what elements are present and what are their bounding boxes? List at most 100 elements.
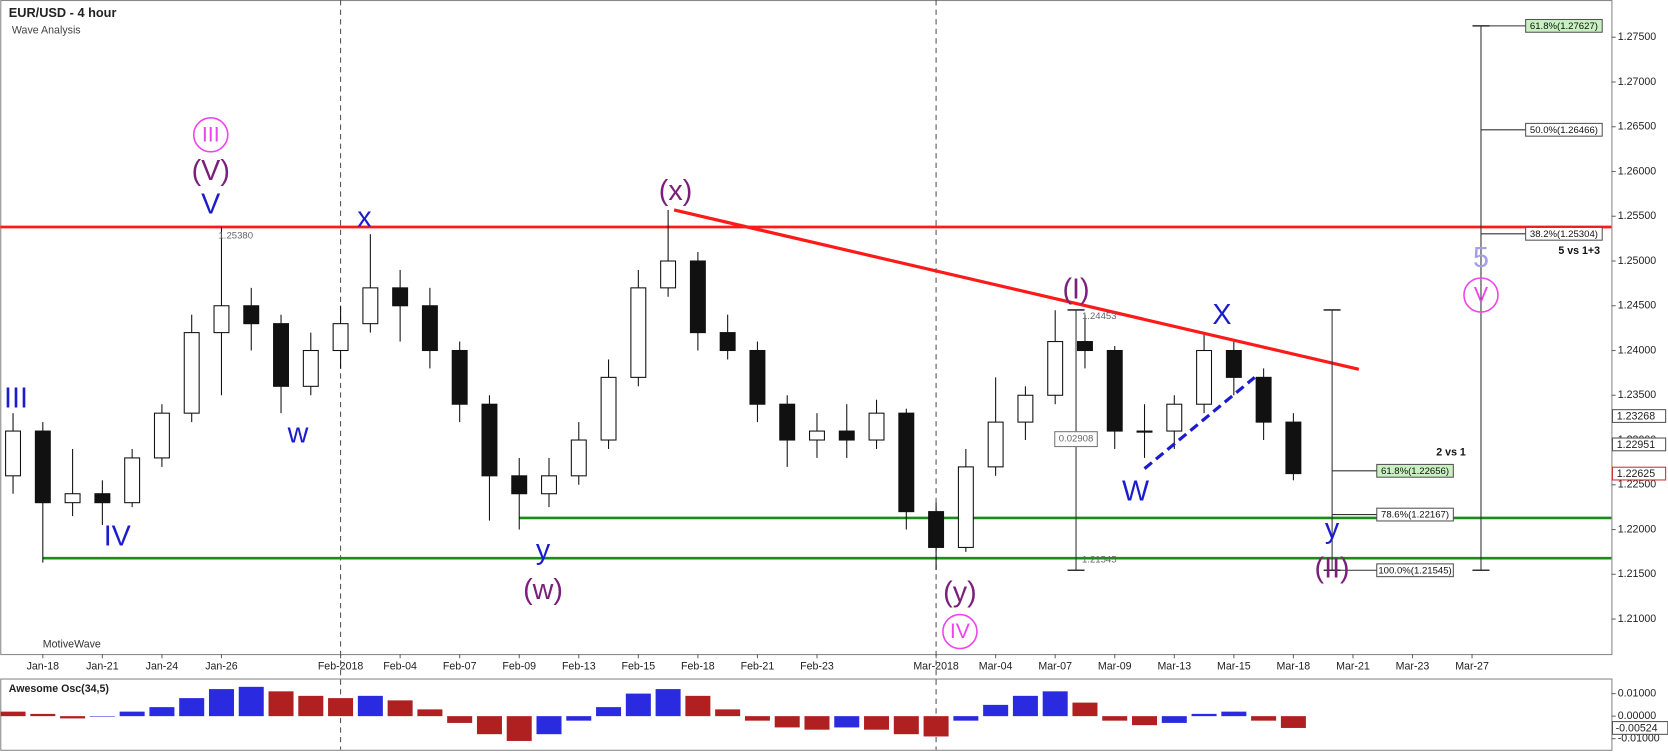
candle-body xyxy=(1225,349,1242,378)
osc-bar xyxy=(953,716,979,721)
wave-label: y xyxy=(1325,513,1340,545)
osc-bar xyxy=(119,711,145,717)
candle-body xyxy=(183,332,200,414)
x-tick-label: Mar-27 xyxy=(1455,661,1489,673)
wave-label: X xyxy=(1212,299,1231,331)
osc-bar xyxy=(208,689,234,717)
wave-label: (II) xyxy=(1315,553,1350,585)
price-tag xyxy=(1611,437,1667,452)
candle-body xyxy=(838,430,855,441)
y-tick-label: 1.26500 xyxy=(1618,121,1656,133)
y-tick-label: 1.26000 xyxy=(1618,165,1656,177)
candle-body xyxy=(868,412,885,441)
wave-label: (w) xyxy=(523,574,563,606)
osc-bar xyxy=(1012,695,1038,717)
candle-body xyxy=(1017,394,1034,423)
watermark: MotiveWave xyxy=(43,638,101,650)
candle-body xyxy=(94,493,111,504)
fib-box xyxy=(1525,226,1603,241)
note: 5 vs 1+3 xyxy=(1558,245,1600,257)
trend-line xyxy=(1143,376,1256,470)
candle-body xyxy=(5,430,22,477)
osc-bar xyxy=(387,700,413,717)
osc-bar xyxy=(328,698,354,717)
osc-bar xyxy=(1042,691,1068,717)
wave-label: III xyxy=(202,122,220,146)
candle-body xyxy=(898,412,915,513)
wave-label: (V) xyxy=(192,155,230,187)
y-tick-label: 1.24000 xyxy=(1618,344,1656,356)
x-tick-label: Feb-13 xyxy=(562,661,596,673)
y-tick-label: 1.24500 xyxy=(1618,300,1656,312)
osc-bar xyxy=(298,695,324,717)
candle-body xyxy=(928,511,945,548)
osc-bar xyxy=(834,716,860,728)
osc-bar xyxy=(179,698,205,717)
fib-box xyxy=(1376,463,1454,478)
x-tick-label: Feb-09 xyxy=(502,661,536,673)
osc-bar xyxy=(357,695,383,717)
candle-body xyxy=(451,349,468,405)
x-tick-label: Mar-13 xyxy=(1157,661,1191,673)
osc-bar xyxy=(685,695,711,717)
osc-bar xyxy=(715,709,741,717)
osc-bar xyxy=(804,716,830,730)
wave-circle xyxy=(192,116,229,153)
wave-label: V xyxy=(1474,283,1489,307)
x-tick-label: Feb-2018 xyxy=(318,661,364,673)
wave-label: IV xyxy=(104,520,132,552)
osc-bar xyxy=(596,707,622,717)
x-tick-label: Mar-2018 xyxy=(913,661,959,673)
osc-bar xyxy=(447,716,473,723)
x-tick-label: Feb-21 xyxy=(741,661,775,673)
osc-tag-label: -0.00524 xyxy=(1616,722,1658,734)
candle-body xyxy=(124,457,141,504)
x-tick-label: Mar-09 xyxy=(1098,661,1132,673)
osc-bar xyxy=(923,716,949,737)
x-tick-label: Mar-18 xyxy=(1277,661,1311,673)
osc-bar xyxy=(149,707,175,717)
candle-body xyxy=(1076,341,1093,352)
candle-body xyxy=(1255,376,1272,423)
y-tick-label: 1.27000 xyxy=(1618,76,1656,88)
osc-tick-label: -0.01000 xyxy=(1618,733,1660,745)
osc-bar xyxy=(625,693,651,717)
candle-body xyxy=(511,475,528,495)
wave-label: (x) xyxy=(659,175,692,207)
osc-bar xyxy=(30,713,56,717)
plot-frame xyxy=(0,0,1613,656)
osc-bar xyxy=(0,711,26,717)
candle-body xyxy=(987,421,1004,468)
x-tick-label: Feb-04 xyxy=(383,661,417,673)
osc-bar xyxy=(1132,716,1158,726)
osc-bar xyxy=(536,716,562,735)
wave-label: (I) xyxy=(1062,273,1089,305)
osc-bar xyxy=(864,716,890,730)
x-tick-label: Mar-23 xyxy=(1396,661,1430,673)
candle-body xyxy=(1285,421,1302,475)
osc-bar xyxy=(774,716,800,728)
wave-label: 5 xyxy=(1473,242,1489,274)
fib-box xyxy=(1376,563,1454,578)
osc-bar xyxy=(506,716,532,741)
candle-body xyxy=(302,349,319,387)
fib-label: 100.0%(1.21545) xyxy=(1378,565,1451,576)
wave-circle xyxy=(1463,277,1499,313)
candle-body xyxy=(689,260,706,334)
candle-body xyxy=(332,323,349,352)
osc-bar xyxy=(744,716,770,721)
x-tick-label: Feb-07 xyxy=(443,661,477,673)
osc-bar xyxy=(1191,713,1217,717)
price-tag-label: 1.23268 xyxy=(1617,410,1655,422)
wave-label: III xyxy=(4,382,28,414)
x-tick-label: Jan-18 xyxy=(27,661,60,673)
osc-bar xyxy=(1280,716,1306,728)
fib-label: 38.2%(1.25304) xyxy=(1530,229,1598,240)
candle-body xyxy=(1196,349,1213,405)
x-tick-label: Mar-21 xyxy=(1336,661,1370,673)
note: 1.21545 xyxy=(1082,554,1117,565)
fib-label: 61.8%(1.27627) xyxy=(1530,21,1598,32)
candle-body xyxy=(273,323,289,387)
osc-bar xyxy=(566,716,592,721)
